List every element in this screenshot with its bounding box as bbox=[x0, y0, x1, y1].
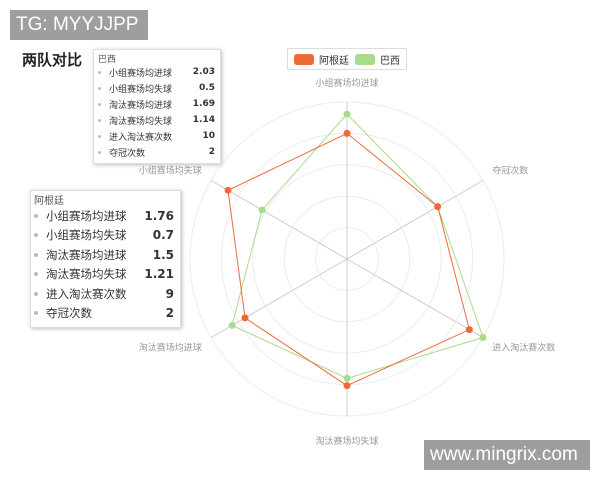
tooltip-label: 小组赛场均进球 bbox=[46, 208, 127, 223]
bullet-icon bbox=[34, 233, 38, 238]
axis-label: 小组赛场均失球 bbox=[139, 165, 202, 177]
watermark-bottom: www.mingrix.com bbox=[424, 440, 590, 470]
tooltip-label: 进入淘汰赛次数 bbox=[46, 286, 127, 301]
tooltip-row: 淘汰赛场均失球 1.14 bbox=[98, 112, 215, 128]
tooltip-row: 进入淘汰赛次数 10 bbox=[98, 128, 215, 144]
tooltip-title: 阿根廷 bbox=[34, 196, 64, 207]
tooltip-value: 1.5 bbox=[152, 247, 174, 262]
legend-swatch-argentina[interactable] bbox=[294, 53, 314, 65]
bullet-icon bbox=[98, 118, 101, 122]
tooltip-value: 0.5 bbox=[199, 83, 215, 93]
bullet-icon bbox=[98, 134, 101, 138]
tooltip-label: 淘汰赛场均进球 bbox=[46, 247, 127, 262]
tooltip-row-label-wrap: 小组赛场均进球 bbox=[34, 208, 127, 224]
tooltip-row-label-wrap: 小组赛场均失球 bbox=[34, 227, 127, 243]
axis-label: 夺冠次数 bbox=[492, 165, 528, 177]
tooltip-row: 小组赛场均失球 0.5 bbox=[98, 80, 215, 96]
tooltip-value: 2.03 bbox=[192, 67, 215, 77]
data-point bbox=[343, 110, 351, 118]
tooltip-argentina: 阿根廷 小组赛场均进球 1.76 小组赛场均失球 0.7 淘汰赛场均进球 1.5 淘汰赛场均… bbox=[30, 190, 181, 328]
axis-label: 淘汰赛场均进球 bbox=[139, 342, 202, 354]
tooltip-value: 9 bbox=[165, 286, 174, 301]
tooltip-value: 0.7 bbox=[152, 228, 174, 243]
tooltip-value: 10 bbox=[202, 131, 215, 141]
bullet-icon bbox=[98, 86, 101, 90]
bullet-icon bbox=[34, 291, 38, 296]
chart-title: 两队对比 bbox=[22, 51, 83, 69]
tooltip-row-label-wrap: 进入淘汰赛次数 bbox=[98, 130, 172, 143]
data-point bbox=[228, 321, 236, 329]
tooltip-label: 淘汰赛场均失球 bbox=[109, 116, 173, 127]
series-line bbox=[231, 113, 484, 379]
tooltip-value: 2 bbox=[208, 147, 215, 157]
tooltip-row-label-wrap: 夺冠次数 bbox=[98, 146, 145, 159]
bullet-icon bbox=[34, 311, 38, 316]
tooltip-row: 淘汰赛场均进球 1.5 bbox=[34, 245, 174, 265]
tooltip-row: 小组赛场均失球 0.7 bbox=[34, 226, 174, 246]
tooltip-value: 1.14 bbox=[192, 115, 215, 125]
data-point bbox=[343, 129, 351, 137]
bullet-icon bbox=[34, 252, 38, 257]
data-point bbox=[479, 334, 487, 341]
tooltip-row: 淘汰赛场均失球 1.21 bbox=[34, 265, 174, 285]
tooltip-brazil: 巴西 小组赛场均进球 2.03 小组赛场均失球 0.5 淘汰赛场均进球 1.69 淘汰赛场均… bbox=[93, 49, 221, 164]
data-point bbox=[434, 203, 442, 211]
data-point bbox=[343, 374, 351, 382]
axis-label: 小组赛场均进球 bbox=[315, 77, 378, 89]
data-point bbox=[465, 326, 473, 334]
tooltip-row-label-wrap: 夺冠次数 bbox=[34, 305, 92, 321]
data-point bbox=[258, 206, 266, 214]
tooltip-label: 小组赛场均失球 bbox=[46, 228, 127, 243]
radar-axis bbox=[346, 258, 484, 338]
tooltip-row-label-wrap: 小组赛场均进球 bbox=[98, 66, 172, 79]
tooltip-value: 1.69 bbox=[192, 99, 215, 109]
tooltip-row-label-wrap: 淘汰赛场均失球 bbox=[98, 114, 172, 127]
tooltip-label: 夺冠次数 bbox=[109, 148, 146, 159]
tooltip-label: 淘汰赛场均进球 bbox=[109, 100, 173, 111]
tooltip-label: 淘汰赛场均失球 bbox=[46, 267, 127, 282]
tooltip-value: 2 bbox=[165, 306, 174, 321]
radar-axis bbox=[210, 180, 348, 260]
radar-axis bbox=[346, 180, 484, 260]
tooltip-label: 小组赛场均进球 bbox=[109, 68, 173, 79]
bullet-icon bbox=[34, 213, 38, 218]
legend-label-brazil[interactable]: 巴西 bbox=[380, 55, 400, 67]
tooltip-value: 1.21 bbox=[144, 267, 174, 282]
tooltip-row-label-wrap: 小组赛场均失球 bbox=[98, 82, 172, 95]
tooltip-row: 小组赛场均进球 2.03 bbox=[98, 64, 215, 80]
tooltip-label: 进入淘汰赛次数 bbox=[109, 132, 173, 143]
bullet-icon bbox=[98, 150, 101, 154]
tooltip-row: 夺冠次数 2 bbox=[34, 304, 174, 324]
tooltip-row: 淘汰赛场均进球 1.69 bbox=[98, 96, 215, 112]
bullet-icon bbox=[98, 102, 101, 106]
tooltip-row-label-wrap: 进入淘汰赛次数 bbox=[34, 286, 127, 302]
tooltip-value: 1.76 bbox=[144, 208, 174, 223]
tooltip-row-label-wrap: 淘汰赛场均进球 bbox=[98, 98, 172, 111]
legend: 阿根廷 巴西 bbox=[287, 48, 407, 70]
legend-swatch-brazil[interactable] bbox=[355, 53, 375, 65]
tooltip-label: 夺冠次数 bbox=[46, 306, 92, 321]
data-point bbox=[224, 186, 232, 194]
tooltip-row: 夺冠次数 2 bbox=[98, 144, 215, 160]
data-point bbox=[241, 314, 249, 322]
axis-label: 进入淘汰赛次数 bbox=[492, 342, 555, 354]
bullet-icon bbox=[34, 272, 38, 277]
legend-label-argentina[interactable]: 阿根廷 bbox=[319, 55, 349, 67]
bullet-icon bbox=[98, 70, 101, 74]
tooltip-title: 巴西 bbox=[98, 55, 117, 65]
tooltip-row-label-wrap: 淘汰赛场均进球 bbox=[34, 247, 127, 263]
tooltip-label: 小组赛场均失球 bbox=[109, 84, 173, 95]
tooltip-row: 小组赛场均进球 1.76 bbox=[34, 206, 174, 226]
axis-label: 淘汰赛场均失球 bbox=[315, 435, 378, 447]
watermark-top: TG: MYYJJPP bbox=[10, 10, 148, 40]
tooltip-row: 进入淘汰赛次数 9 bbox=[34, 284, 174, 304]
data-point bbox=[343, 382, 351, 390]
tooltip-row-label-wrap: 淘汰赛场均失球 bbox=[34, 266, 127, 282]
